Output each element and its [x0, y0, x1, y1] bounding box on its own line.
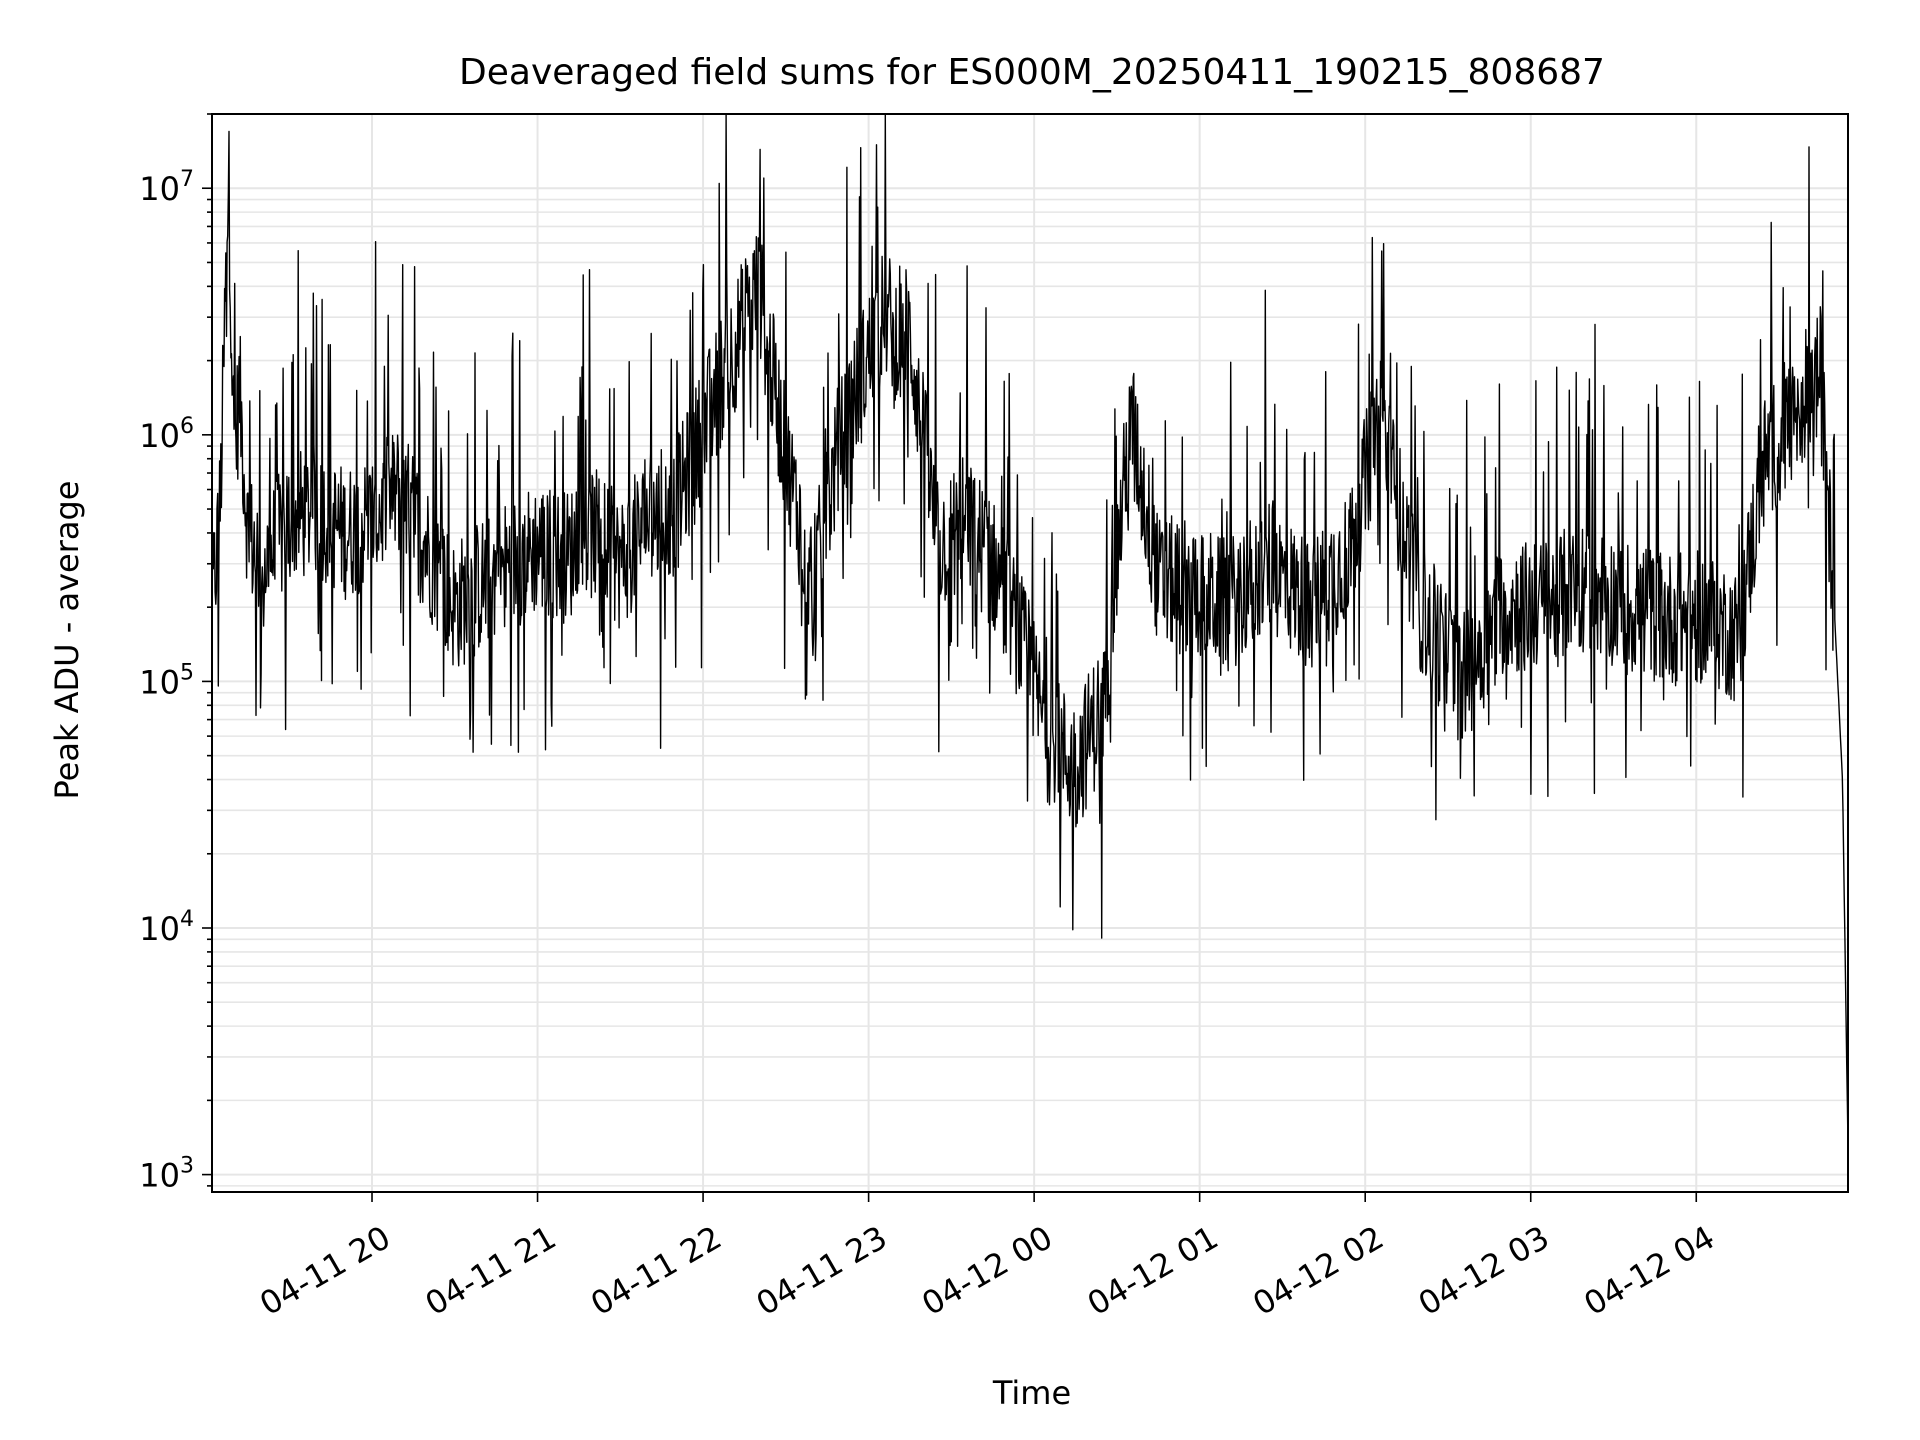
y-tick-exponent: 7 — [180, 167, 194, 192]
y-tick-base: 10 — [139, 417, 180, 455]
chart-title: Deaveraged field sums for ES000M_2025041… — [459, 52, 1605, 93]
y-tick-label: 107 — [139, 167, 194, 208]
grid — [212, 113, 1848, 1192]
y-tick-label: 106 — [139, 414, 194, 455]
y-tick-base: 10 — [139, 170, 180, 208]
y-tick-exponent: 4 — [180, 907, 194, 932]
y-tick-exponent: 6 — [180, 414, 194, 439]
y-tick-exponent: 5 — [180, 660, 194, 685]
x-axis-label: Time — [992, 1374, 1071, 1412]
y-tick-label: 105 — [139, 660, 194, 701]
series-line — [211, 113, 1849, 1147]
y-tick-base: 10 — [139, 910, 180, 948]
y-tick-base: 10 — [139, 1157, 180, 1195]
y-tick-label: 103 — [139, 1154, 194, 1195]
y-axis-label: Peak ADU - average — [48, 481, 86, 800]
y-tick-label: 104 — [139, 907, 194, 948]
y-tick-base: 10 — [139, 663, 180, 701]
y-tick-exponent: 3 — [180, 1154, 194, 1179]
plot-area-frame — [211, 113, 1849, 1193]
